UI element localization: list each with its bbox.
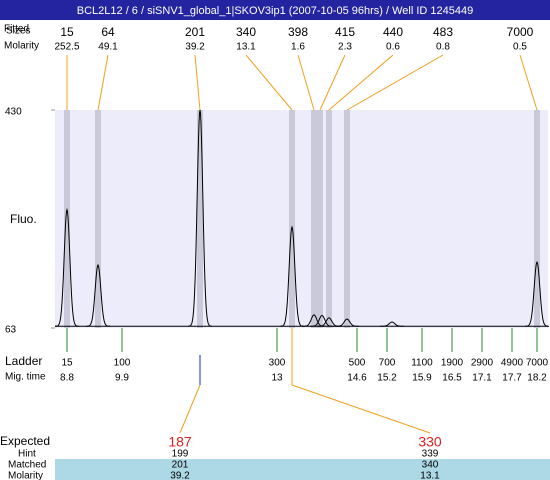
molarity-label: Molarity xyxy=(4,41,39,52)
peak-connector xyxy=(194,54,201,111)
ladder-size: 15 xyxy=(61,358,73,369)
peak-band xyxy=(534,110,540,328)
hint-value: 199 xyxy=(172,449,189,460)
peak-size: 7000 xyxy=(507,25,534,39)
ladder-mig-time: 14.6 xyxy=(347,373,367,384)
peak-band xyxy=(289,110,295,328)
expected-value: 330 xyxy=(418,434,442,450)
peak-connector xyxy=(97,54,109,111)
ladder-size: 1100 xyxy=(411,358,433,369)
matched-value: 201 xyxy=(172,460,189,471)
y-label: Fluo. xyxy=(10,212,37,226)
molarity-bottom-label: Molarity xyxy=(8,471,43,480)
peak-molarity: 49.1 xyxy=(98,42,118,53)
plot-area xyxy=(55,110,548,328)
peak-connector xyxy=(297,54,315,111)
ladder-mig-time: 17.1 xyxy=(472,373,492,384)
ladder-size: 100 xyxy=(114,358,131,369)
ladder-label: Ladder xyxy=(5,354,42,368)
ladder-mig-time: 18.2 xyxy=(527,373,547,384)
trace-peak xyxy=(310,314,334,327)
peak-connector xyxy=(245,54,293,111)
ladder-size: 4900 xyxy=(501,358,524,369)
matched-label: Matched xyxy=(8,460,46,471)
title-bar xyxy=(0,0,550,20)
y-tick-label: 63 xyxy=(5,325,17,336)
peak-size: 440 xyxy=(383,25,403,39)
peak-connector xyxy=(319,54,346,111)
peak-molarity: 2.3 xyxy=(338,42,352,53)
ladder-mig-time: 8.8 xyxy=(60,373,74,384)
peak-size: 15 xyxy=(60,25,74,39)
y-tick-label: 430 xyxy=(5,107,22,118)
peak-connector xyxy=(519,54,538,111)
ladder-mig-time: 15.2 xyxy=(377,373,397,384)
peak-connector xyxy=(328,54,394,111)
trace-peak xyxy=(280,225,304,327)
peak-band xyxy=(326,110,332,328)
expected-value: 187 xyxy=(168,434,192,450)
expected-connector xyxy=(179,384,201,434)
ladder-size: 1900 xyxy=(441,358,464,369)
matched-row-bg xyxy=(55,459,550,480)
peak-molarity: 0.6 xyxy=(386,42,400,53)
ladder-size: 700 xyxy=(379,358,396,369)
peak-molarity: 252.5 xyxy=(54,42,79,53)
ladder-size: 7000 xyxy=(526,358,549,369)
ladder-mig-time: 13 xyxy=(271,373,283,384)
peak-molarity: 0.8 xyxy=(436,42,450,53)
ladder-size: 500 xyxy=(349,358,366,369)
peak-band xyxy=(95,110,101,328)
fitted-label: Fitted xyxy=(4,24,29,35)
peak-band xyxy=(197,110,203,328)
peak-size: 415 xyxy=(335,25,355,39)
ladder-size: 300 xyxy=(269,358,286,369)
peak-molarity: 13.1 xyxy=(236,42,256,53)
trace-peak xyxy=(55,207,79,327)
matched-value: 340 xyxy=(422,460,439,471)
ladder-mig-time: 9.9 xyxy=(115,373,129,384)
ladder-mig-time: 15.9 xyxy=(412,373,432,384)
hint-label: Hint xyxy=(18,449,36,460)
peak-size: 64 xyxy=(101,25,115,39)
mig-time-label: Mig. time xyxy=(5,372,46,383)
peak-size: 201 xyxy=(185,25,205,39)
ladder-mig-time: 17.7 xyxy=(502,373,522,384)
trace-peak xyxy=(335,318,359,327)
peak-size: 483 xyxy=(433,25,453,39)
expected-label: Expected xyxy=(0,434,50,448)
sizes-label: Sizes xyxy=(6,26,30,37)
hint-value: 339 xyxy=(422,449,439,460)
title: BCL2L12 / 6 / siSNV1_global_1|SKOV3ip1 (… xyxy=(77,5,473,17)
peak-molarity: 0.5 xyxy=(513,42,527,53)
ladder-size: 2900 xyxy=(471,358,494,369)
molarity-value: 39.2 xyxy=(170,471,190,480)
trace-peak xyxy=(86,263,110,327)
peak-band xyxy=(311,110,317,328)
peak-molarity: 39.2 xyxy=(185,42,205,53)
peak-band xyxy=(344,110,350,328)
peak-band xyxy=(317,110,323,328)
peak-size: 398 xyxy=(288,25,308,39)
expected-connector xyxy=(291,384,431,434)
trace-peak xyxy=(380,321,404,327)
peak-size: 340 xyxy=(236,25,256,39)
peak-connector xyxy=(346,54,444,111)
molarity-value: 13.1 xyxy=(420,471,440,480)
trace-peak xyxy=(525,260,549,327)
peak-molarity: 1.6 xyxy=(291,42,305,53)
peak-band xyxy=(64,110,70,328)
ladder-mig-time: 16.5 xyxy=(442,373,462,384)
